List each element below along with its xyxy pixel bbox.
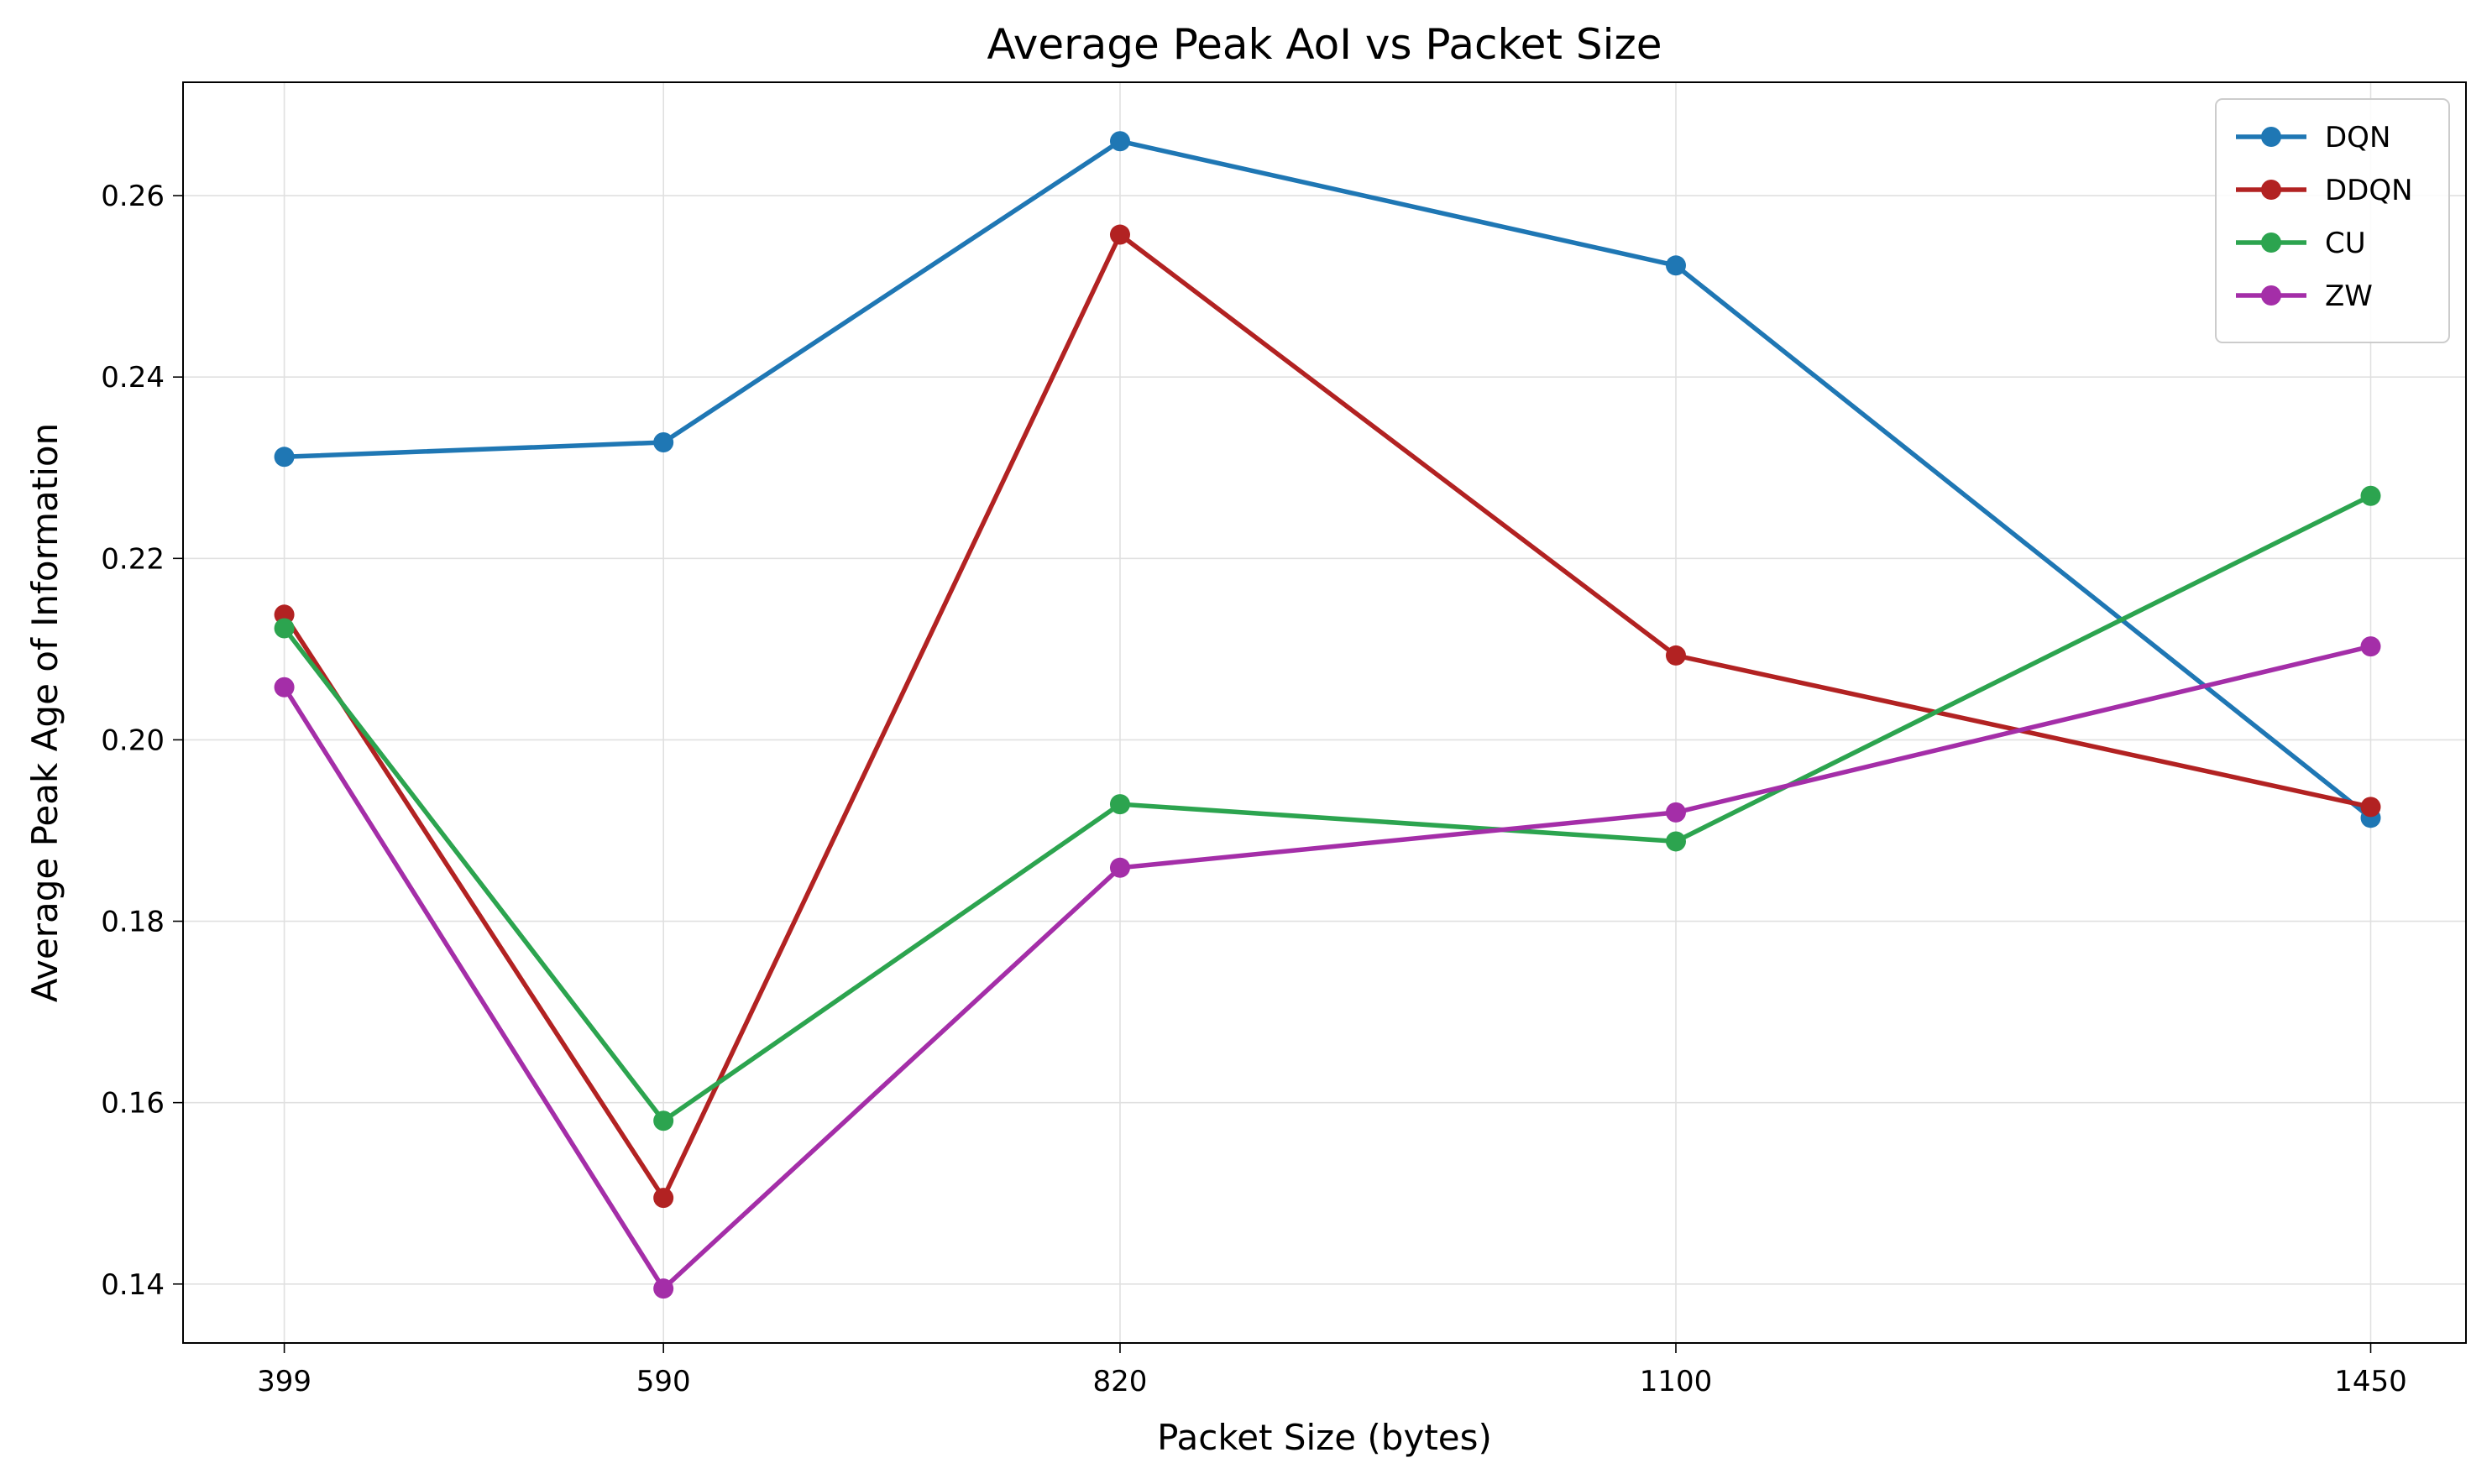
y-axis-title: Average Peak Age of Information [24, 423, 65, 1002]
y-tick-label: 0.26 [101, 180, 165, 213]
grid [183, 82, 2466, 1343]
chart-title: Average Peak AoI vs Packet Size [987, 20, 1662, 69]
data-point-ddqn [1665, 645, 1686, 666]
data-point-cu [2360, 485, 2381, 506]
axis-ticks: 399 590 820 1100 1450 0.14 0.16 0.18 0.20 0.22 0.2… [101, 180, 2406, 1398]
y-tick-label: 0.18 [101, 906, 165, 939]
data-point-zw [653, 1278, 674, 1299]
x-tick-label: 1100 [1640, 1365, 1713, 1398]
data-point-zw [1665, 802, 1686, 823]
legend-item-ddqn: DDQN [2236, 174, 2413, 207]
data-point-dqn [653, 431, 674, 452]
legend-item-zw: ZW [2236, 280, 2373, 313]
plot-area-frame [182, 81, 2467, 1344]
legend-label-cu: CU [2325, 227, 2366, 260]
y-tick-label: 0.24 [101, 361, 165, 395]
legend-item-cu: CU [2236, 227, 2366, 260]
data-point-dqn [1109, 131, 1130, 152]
data-point-ddqn [1109, 224, 1130, 245]
series-ddqn [274, 224, 2381, 1209]
legend-item-dqn: DQN [2236, 121, 2390, 154]
data-point-dqn [274, 447, 295, 468]
data-point-cu [1665, 831, 1686, 852]
data-point-zw [274, 677, 295, 698]
data-point-cu [274, 618, 295, 639]
series-cu [274, 485, 2381, 1131]
legend: DQN DDQN CU ZW [2215, 98, 2450, 343]
x-axis-title: Packet Size (bytes) [1157, 1417, 1492, 1458]
legend-label-ddqn: DDQN [2325, 174, 2413, 207]
legend-marker-dqn [2261, 127, 2281, 147]
data-point-ddqn [2360, 797, 2381, 818]
data-point-zw [1109, 857, 1130, 878]
data-point-ddqn [653, 1188, 674, 1209]
series-dqn [274, 131, 2381, 828]
legend-marker-cu [2261, 233, 2281, 253]
y-tick-label: 0.16 [101, 1087, 165, 1121]
y-tick-label: 0.22 [101, 542, 165, 576]
legend-marker-zw [2261, 285, 2281, 306]
data-point-zw [2360, 636, 2381, 657]
legend-box [2215, 98, 2450, 343]
y-tick-label: 0.20 [101, 724, 165, 757]
x-tick-label: 1450 [2334, 1365, 2407, 1398]
x-tick-label: 820 [1093, 1365, 1148, 1398]
legend-label-dqn: DQN [2325, 121, 2390, 154]
x-tick-label: 399 [257, 1365, 312, 1398]
legend-label-zw: ZW [2325, 280, 2373, 313]
data-point-cu [653, 1110, 674, 1131]
series-group [274, 131, 2381, 1299]
legend-marker-ddqn [2261, 180, 2281, 200]
x-tick-label: 590 [636, 1365, 691, 1398]
data-point-cu [1109, 794, 1130, 815]
y-tick-label: 0.14 [101, 1268, 165, 1302]
series-zw [274, 636, 2381, 1299]
data-point-dqn [1665, 255, 1686, 276]
